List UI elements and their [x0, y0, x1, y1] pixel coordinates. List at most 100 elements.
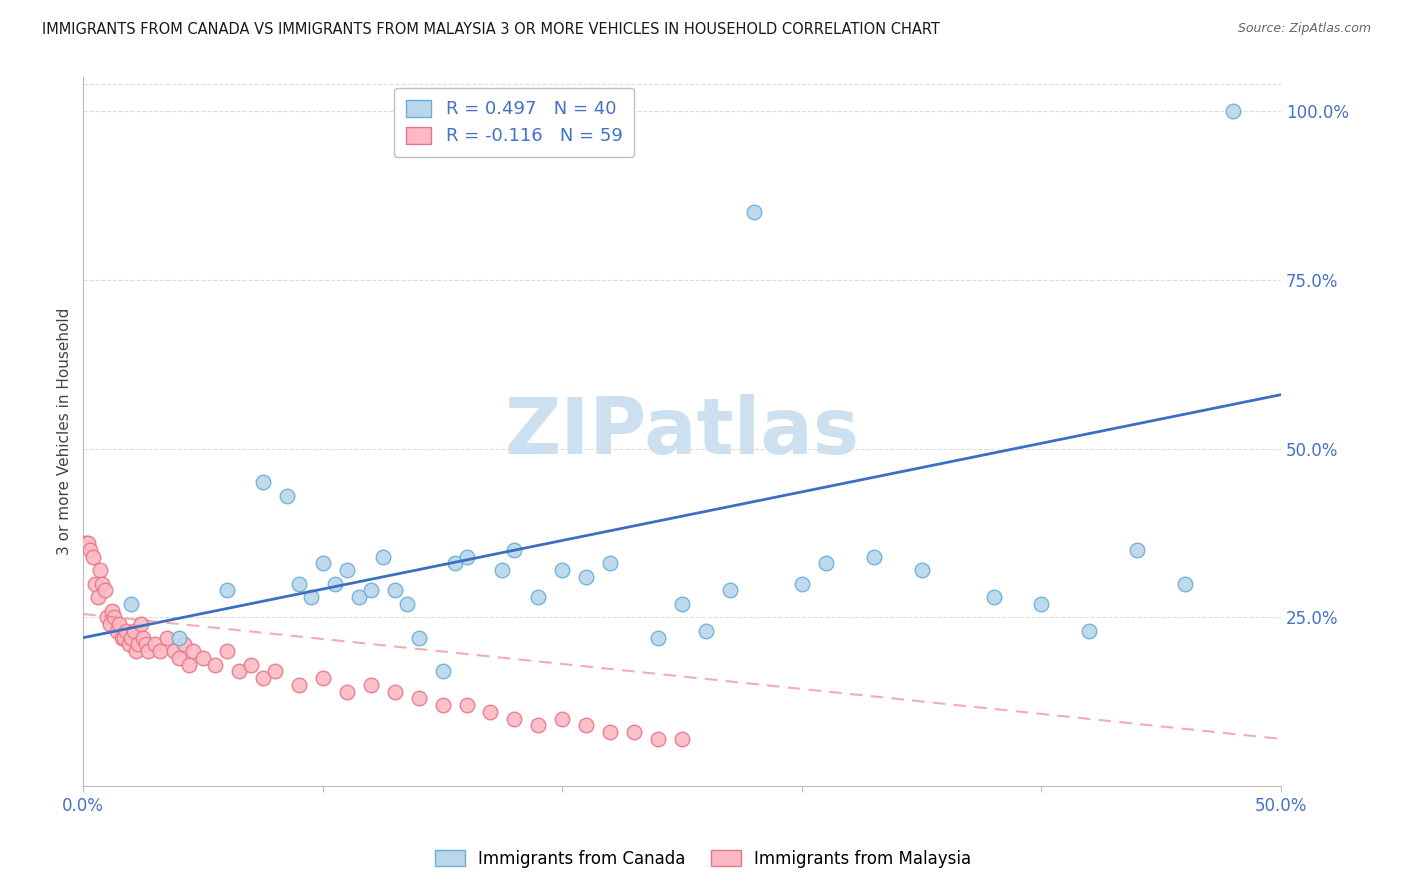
- Point: [336, 684, 359, 698]
- Point: [432, 665, 454, 679]
- Point: [671, 597, 693, 611]
- Point: [120, 631, 142, 645]
- Point: [1078, 624, 1101, 638]
- Point: [82, 549, 104, 564]
- Point: [408, 691, 430, 706]
- Point: [527, 718, 550, 732]
- Point: [108, 617, 131, 632]
- Point: [129, 617, 152, 632]
- Point: [79, 542, 101, 557]
- Point: [143, 637, 166, 651]
- Point: [75, 536, 97, 550]
- Point: [96, 610, 118, 624]
- Point: [911, 563, 934, 577]
- Point: [384, 684, 406, 698]
- Legend: Immigrants from Canada, Immigrants from Malaysia: Immigrants from Canada, Immigrants from …: [429, 844, 977, 875]
- Point: [239, 657, 262, 672]
- Point: [623, 725, 645, 739]
- Point: [163, 644, 186, 658]
- Point: [167, 651, 190, 665]
- Point: [647, 731, 669, 746]
- Point: [299, 590, 322, 604]
- Point: [1031, 597, 1053, 611]
- Point: [527, 590, 550, 604]
- Point: [127, 637, 149, 651]
- Point: [177, 657, 200, 672]
- Point: [1222, 104, 1244, 119]
- Point: [347, 590, 370, 604]
- Point: [575, 570, 598, 584]
- Point: [360, 678, 382, 692]
- Point: [135, 637, 157, 651]
- Point: [136, 644, 159, 658]
- Point: [215, 583, 238, 598]
- Point: [122, 624, 145, 638]
- Point: [252, 475, 274, 490]
- Point: [191, 651, 214, 665]
- Point: [288, 576, 311, 591]
- Point: [395, 597, 418, 611]
- Point: [101, 604, 124, 618]
- Point: [77, 536, 100, 550]
- Point: [456, 698, 478, 713]
- Point: [443, 557, 465, 571]
- Point: [204, 657, 226, 672]
- Point: [288, 678, 311, 692]
- Point: [94, 583, 117, 598]
- Point: [156, 631, 179, 645]
- Point: [503, 542, 526, 557]
- Point: [264, 665, 287, 679]
- Point: [312, 671, 335, 685]
- Point: [120, 597, 142, 611]
- Point: [86, 590, 108, 604]
- Point: [215, 644, 238, 658]
- Legend: R = 0.497   N = 40, R = -0.116   N = 59: R = 0.497 N = 40, R = -0.116 N = 59: [395, 88, 634, 157]
- Point: [103, 610, 125, 624]
- Point: [276, 489, 298, 503]
- Point: [360, 583, 382, 598]
- Text: IMMIGRANTS FROM CANADA VS IMMIGRANTS FROM MALAYSIA 3 OR MORE VEHICLES IN HOUSEHO: IMMIGRANTS FROM CANADA VS IMMIGRANTS FRO…: [42, 22, 941, 37]
- Point: [149, 644, 172, 658]
- Point: [336, 563, 359, 577]
- Point: [408, 631, 430, 645]
- Point: [105, 624, 128, 638]
- Point: [118, 637, 141, 651]
- Point: [575, 718, 598, 732]
- Y-axis label: 3 or more Vehicles in Household: 3 or more Vehicles in Household: [58, 308, 72, 556]
- Point: [125, 644, 148, 658]
- Point: [167, 631, 190, 645]
- Point: [115, 624, 138, 638]
- Text: ZIPatlas: ZIPatlas: [505, 393, 859, 470]
- Point: [599, 557, 621, 571]
- Point: [695, 624, 717, 638]
- Point: [173, 637, 195, 651]
- Point: [132, 631, 155, 645]
- Point: [790, 576, 813, 591]
- Point: [228, 665, 250, 679]
- Point: [551, 563, 574, 577]
- Point: [647, 631, 669, 645]
- Point: [742, 205, 765, 219]
- Point: [983, 590, 1005, 604]
- Point: [862, 549, 884, 564]
- Point: [456, 549, 478, 564]
- Point: [91, 576, 114, 591]
- Point: [312, 557, 335, 571]
- Point: [503, 712, 526, 726]
- Point: [110, 631, 132, 645]
- Point: [183, 644, 205, 658]
- Point: [814, 557, 837, 571]
- Text: Source: ZipAtlas.com: Source: ZipAtlas.com: [1237, 22, 1371, 36]
- Point: [491, 563, 513, 577]
- Point: [323, 576, 346, 591]
- Point: [371, 549, 394, 564]
- Point: [599, 725, 621, 739]
- Point: [112, 631, 135, 645]
- Point: [671, 731, 693, 746]
- Point: [551, 712, 574, 726]
- Point: [1174, 576, 1197, 591]
- Point: [384, 583, 406, 598]
- Point: [84, 576, 107, 591]
- Point: [98, 617, 121, 632]
- Point: [432, 698, 454, 713]
